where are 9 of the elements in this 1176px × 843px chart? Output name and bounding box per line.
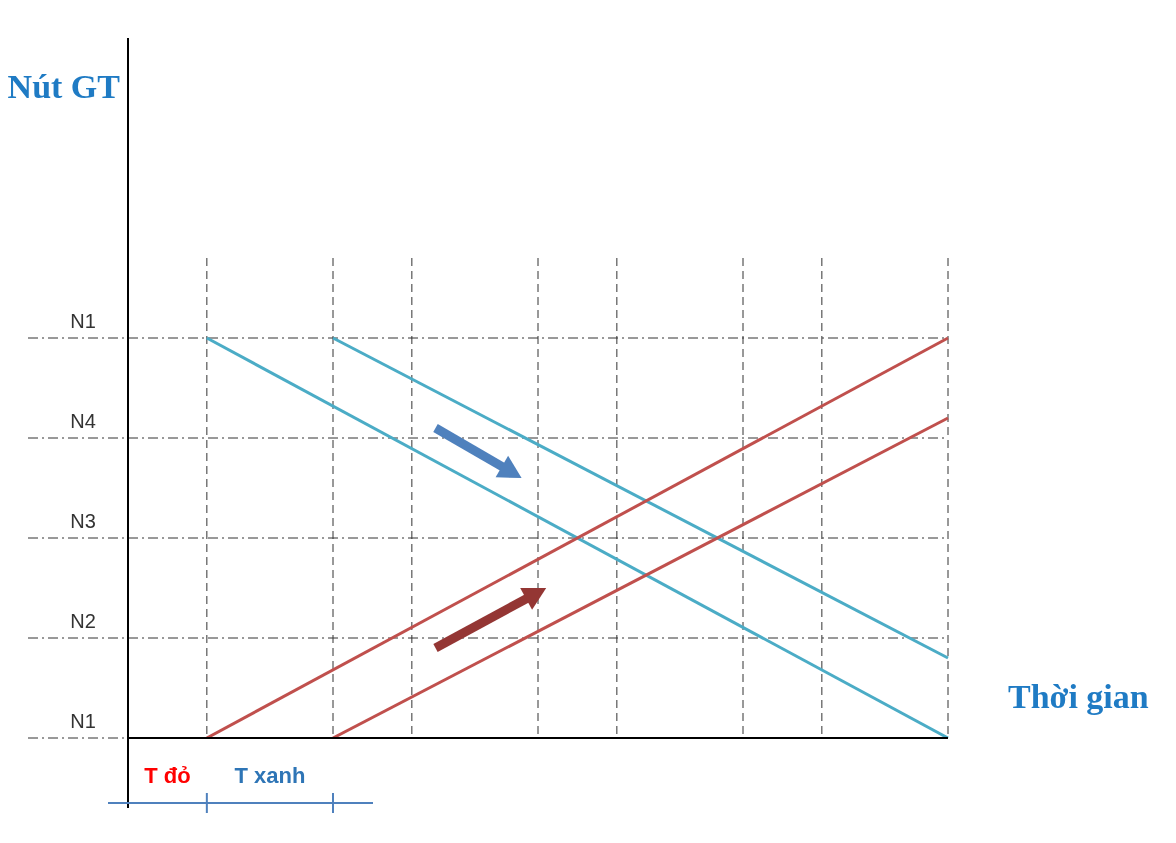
text: N1 xyxy=(70,310,96,332)
text: N3 xyxy=(70,510,96,532)
text: N4 xyxy=(70,410,96,432)
text: Nút GT xyxy=(7,68,120,106)
text: T xanh xyxy=(234,763,306,789)
text: N2 xyxy=(70,610,96,632)
x-axis-title: Thời gian xyxy=(1008,678,1149,716)
text: T đỏ xyxy=(144,763,191,789)
text: N1 xyxy=(70,710,96,732)
